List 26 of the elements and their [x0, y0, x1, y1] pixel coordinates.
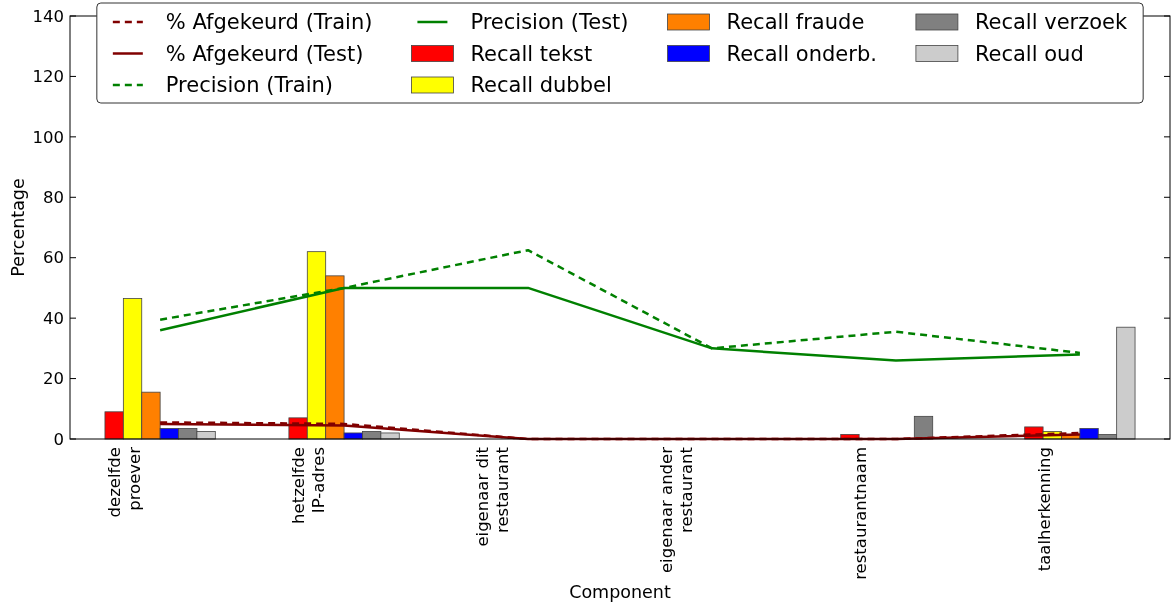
x-tick-label: restaurantnaam [851, 447, 871, 580]
legend-label: Recall fraude [726, 10, 865, 35]
x-tick-label: taalherkenning [1035, 447, 1055, 572]
legend-label: Precision (Test) [470, 10, 629, 35]
y-tick-label: 120 [32, 67, 64, 87]
legend-label: Recall onderb. [726, 41, 877, 66]
y-tick-label: 20 [43, 369, 64, 389]
x-tick-label: eigenaar dit restaurant [473, 446, 513, 547]
y-tick-label: 40 [43, 308, 64, 328]
y-tick-label: 0 [53, 429, 64, 449]
y-tick-label: 60 [43, 248, 64, 268]
y-tick-label: 100 [32, 127, 64, 147]
x-tick-label: hetzelfde IP-adres [289, 447, 329, 524]
legend-label: Recall dubbel [470, 73, 612, 98]
y-tick-label: 140 [32, 6, 64, 26]
y-axis-title: Percentage [8, 178, 28, 277]
x-tick-label: dezelfde proever [105, 446, 145, 518]
y-tick-label: 80 [43, 188, 64, 208]
x-axis-title: Component [569, 582, 671, 602]
legend-label: Recall tekst [470, 41, 593, 66]
legend-label: Recall verzoek [974, 10, 1128, 35]
legend-label: Recall oud [974, 41, 1084, 66]
legend-label: % Afgekeurd (Train) [165, 10, 373, 35]
legend-label: % Afgekeurd (Test) [165, 41, 364, 66]
legend-label: Precision (Train) [165, 73, 333, 98]
x-tick-label: eigenaar ander restaurant [657, 446, 697, 574]
